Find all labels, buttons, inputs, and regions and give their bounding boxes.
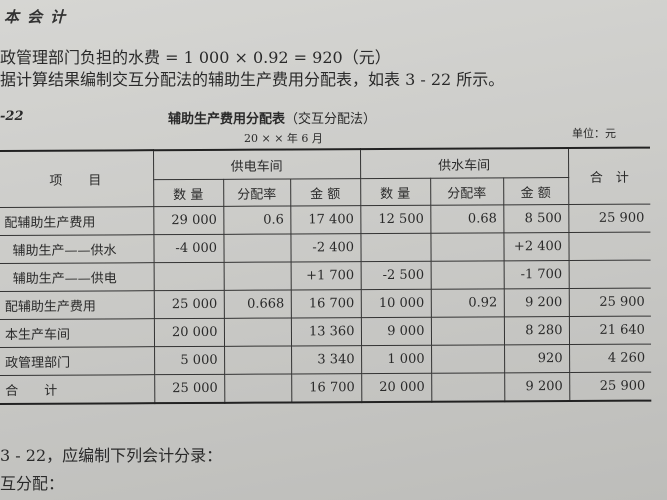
- table-cell: -2 500: [360, 261, 431, 290]
- table-row: 辅助生产——供电 +1 700 -2 500 -1 700: [0, 260, 651, 292]
- table-cell: 17 400: [290, 205, 361, 234]
- table-cell: 13 360: [290, 317, 362, 346]
- table-row: 辅助生产——供水 -4 000 -2 400 +2 400: [0, 232, 651, 264]
- header-quantity: 数 量: [153, 179, 224, 207]
- row-label: 配辅助生产费用: [0, 206, 154, 236]
- text-line-2: 据计算结果编制交互分配法的辅助生产费用分配表，如表 3 - 22 所示。: [0, 70, 505, 89]
- table-cell: [430, 232, 504, 262]
- header-total: 合 计: [567, 147, 651, 205]
- footer-line-1: 3 - 22，应编制下列会计分录：: [0, 446, 223, 465]
- table-cell: [431, 344, 505, 374]
- header-rate: 分配率: [223, 178, 291, 207]
- table-cell: 29 000: [153, 206, 224, 235]
- table-cell: 0.668: [223, 289, 291, 319]
- table-cell: 25 900: [568, 204, 651, 233]
- table-cell: [568, 260, 651, 289]
- table-cell: +2 400: [503, 232, 569, 261]
- table-cell: -2 400: [290, 233, 361, 262]
- table-cell: 4 260: [569, 344, 652, 373]
- row-label: 合 计: [0, 374, 155, 404]
- table-cell: [153, 262, 224, 291]
- table-cell: 1 000: [361, 345, 432, 374]
- table-cell: [431, 372, 505, 402]
- header-rate: 分配率: [430, 177, 504, 206]
- table-cell: [360, 233, 431, 262]
- table-row: 政管理部门 5 000 3 340 1 000 920 4 260: [0, 344, 652, 376]
- text-line-1: 政管理部门负担的水费 = 1 000 × 0.92 = 920（元）: [0, 48, 391, 67]
- table-cell: 8 500: [503, 204, 569, 233]
- table-cell: -1 700: [503, 260, 569, 289]
- table-row: 配辅助生产费用 25 000 0.668 16 700 10 000 0.92 9 200 2…: [0, 288, 651, 320]
- table-cell: 5 000: [154, 346, 225, 375]
- table-date: 20 × × 年 6 月: [244, 132, 323, 145]
- header-amount: 金 额: [503, 177, 569, 205]
- table-cell: [224, 345, 292, 375]
- table-cell: [223, 317, 292, 347]
- table-method: （交互分配法）: [285, 112, 377, 127]
- table-cell: 21 640: [568, 316, 652, 345]
- table-cell: [430, 316, 505, 346]
- footer-line-2: 互分配：: [0, 474, 65, 493]
- row-label: 辅助生产——供电: [0, 262, 154, 292]
- table-cell: 12 500: [360, 205, 431, 234]
- table-cell: 25 900: [568, 288, 651, 317]
- table-cell: 20 000: [153, 318, 225, 347]
- table-row: 本生产车间 20 000 13 360 9 000 8 280 21 640: [0, 316, 652, 348]
- header-item: 项 目: [0, 150, 154, 208]
- row-label: 政管理部门: [0, 346, 155, 376]
- table-cell: +1 700: [290, 261, 361, 290]
- table-number: -22: [0, 109, 24, 124]
- table-cell: -4 000: [153, 234, 224, 263]
- table-cell: 0.68: [430, 204, 504, 234]
- table-cell: 16 700: [290, 289, 361, 318]
- table-row: 配辅助生产费用 29 000 0.6 17 400 12 500 0.68 8 500 25 …: [0, 204, 651, 236]
- table-cell: 10 000: [360, 289, 431, 318]
- table-cell: 16 700: [291, 373, 362, 403]
- table-cell: 8 280: [503, 316, 570, 345]
- table-cell: 0.92: [430, 288, 504, 318]
- table-cell: 920: [504, 344, 570, 373]
- header-power-workshop: 供电车间: [153, 149, 361, 180]
- table-cell: 25 000: [154, 374, 225, 404]
- row-label: 辅助生产——供水: [0, 234, 154, 264]
- header-quantity: 数 量: [360, 178, 431, 206]
- allocation-table: 项 目 供电车间 供水车间 合 计 数 量 分配率 金 额 数 量 分配率 金 …: [0, 146, 652, 405]
- table-unit: 单位：元: [572, 127, 616, 140]
- table-cell: 9 200: [503, 288, 569, 317]
- page-running-header: 本会计: [4, 8, 74, 26]
- table-cell: 9 000: [360, 317, 432, 346]
- table-cell: [223, 233, 291, 263]
- header-row-1: 项 目 供电车间 供水车间 合 计: [0, 147, 651, 208]
- row-label: 配辅助生产费用: [0, 290, 154, 320]
- table-cell: 25 000: [153, 290, 224, 319]
- table-cell: [223, 261, 291, 291]
- table-cell: 0.6: [223, 205, 291, 235]
- table-cell: 20 000: [361, 373, 432, 403]
- table-title: 辅助生产费用分配表（交互分配法）: [168, 108, 376, 127]
- row-label: 本生产车间: [0, 318, 155, 348]
- header-water-workshop: 供水车间: [360, 148, 569, 179]
- table-cell: [224, 373, 292, 403]
- table-cell: [568, 232, 651, 261]
- table-cell: 3 340: [291, 345, 362, 374]
- table-row: 合 计 25 000 16 700 20 000 9 200 25 900: [0, 372, 652, 404]
- header-amount: 金 额: [290, 178, 361, 206]
- table-cell: 9 200: [504, 372, 570, 402]
- table-cell: 25 900: [569, 372, 652, 402]
- table-cell: [430, 260, 504, 290]
- table-title-text: 辅助生产费用分配表: [168, 112, 286, 127]
